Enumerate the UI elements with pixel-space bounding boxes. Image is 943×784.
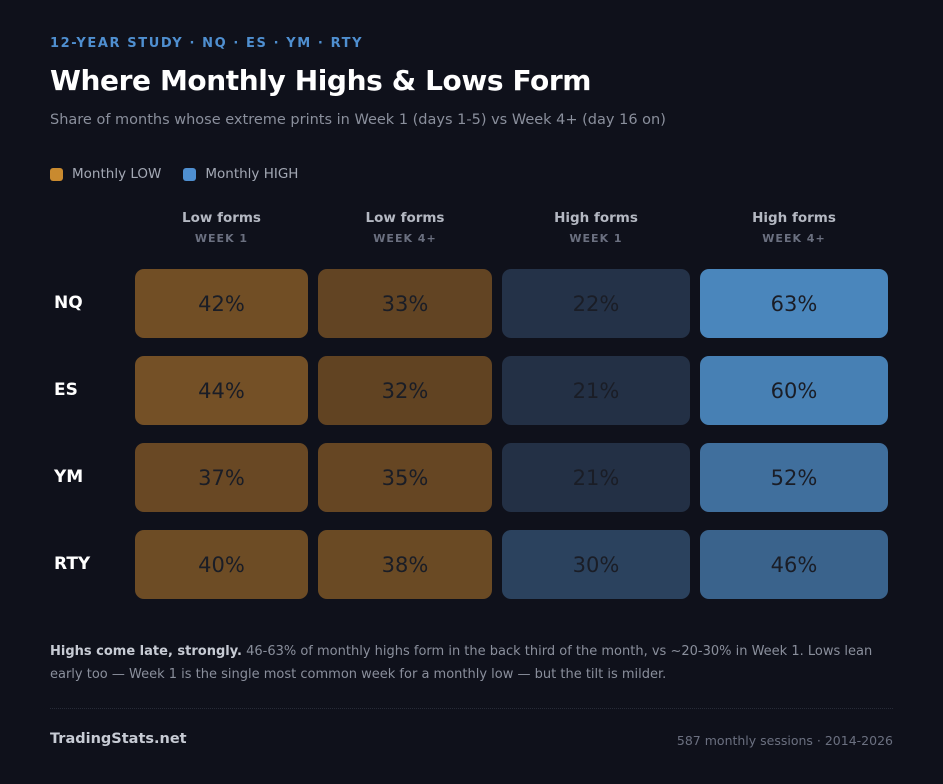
heatmap-cell: 38% xyxy=(318,530,492,599)
column-title: High forms xyxy=(752,210,836,226)
column-title: High forms xyxy=(554,210,638,226)
row-label: YM xyxy=(54,467,84,487)
cell-value: 44% xyxy=(198,378,245,403)
heatmap-cell: 60% xyxy=(700,356,888,425)
row-label: NQ xyxy=(54,293,83,313)
eyebrow: 12-YEAR STUDY · NQ · ES · YM · RTY xyxy=(50,36,364,51)
column-title: Low forms xyxy=(182,210,261,226)
heatmap-cell: 37% xyxy=(135,443,308,512)
heatmap-cell: 52% xyxy=(700,443,888,512)
heatmap-cell: 46% xyxy=(700,530,888,599)
cell-value: 52% xyxy=(770,465,818,490)
legend-swatch-low xyxy=(50,167,63,181)
brand-name: TradingStats.net xyxy=(50,731,187,747)
cell-value: 63% xyxy=(770,291,818,316)
cell-value: 21% xyxy=(572,465,620,490)
footnote-lead: Highs come late, strongly. xyxy=(50,644,242,659)
cell-value: 30% xyxy=(572,552,620,577)
cell-value: 35% xyxy=(381,465,429,490)
column-subtitle: WEEK 1 xyxy=(569,232,623,245)
row-label: ES xyxy=(54,380,78,400)
column-header: Low forms WEEK 1 xyxy=(135,210,308,245)
column-header: High forms WEEK 1 xyxy=(502,210,690,245)
heatmap-cell: 21% xyxy=(502,356,690,425)
footnote-text: 46-63% of monthly highs form in the back… xyxy=(50,644,873,682)
footnote: Highs come late, strongly. 46-63% of mon… xyxy=(50,640,900,686)
legend-item-high: Monthly HIGH xyxy=(183,166,298,182)
subtitle: Share of months whose extreme prints in … xyxy=(50,112,666,128)
column-subtitle: WEEK 4+ xyxy=(373,232,437,245)
legend-label-low: Monthly LOW xyxy=(72,166,162,182)
column-header: High forms WEEK 4+ xyxy=(700,210,888,245)
cell-value: 38% xyxy=(381,552,429,577)
cell-value: 32% xyxy=(381,378,429,403)
legend: Monthly LOW Monthly HIGH xyxy=(50,166,298,182)
column-subtitle: WEEK 4+ xyxy=(762,232,826,245)
cell-value: 60% xyxy=(770,378,818,403)
heatmap-cell: 35% xyxy=(318,443,492,512)
cell-value: 46% xyxy=(770,552,818,577)
cell-value: 37% xyxy=(198,465,245,490)
legend-swatch-high xyxy=(183,167,197,181)
heatmap-cell: 22% xyxy=(502,269,690,338)
cell-value: 42% xyxy=(198,291,245,316)
heatmap-cell: 32% xyxy=(318,356,492,425)
heatmap-cell: 40% xyxy=(135,530,308,599)
legend-label-high: Monthly HIGH xyxy=(205,166,299,182)
heatmap-cell: 30% xyxy=(502,530,690,599)
heatmap-cell: 21% xyxy=(502,443,690,512)
page-title: Where Monthly Highs & Lows Form xyxy=(50,64,592,97)
cell-value: 40% xyxy=(198,552,245,577)
heatmap-cell: 63% xyxy=(700,269,888,338)
heatmap-cell: 44% xyxy=(135,356,308,425)
legend-item-low: Monthly LOW xyxy=(50,166,161,182)
row-label: RTY xyxy=(54,554,91,574)
heatmap-cell: 33% xyxy=(318,269,492,338)
session-meta: 587 monthly sessions · 2014-2026 xyxy=(676,733,893,748)
cell-value: 21% xyxy=(572,378,620,403)
column-title: Low forms xyxy=(365,210,445,226)
column-header: Low forms WEEK 4+ xyxy=(318,210,492,245)
heatmap-cell: 42% xyxy=(135,269,308,338)
divider xyxy=(50,708,893,709)
cell-value: 33% xyxy=(381,291,429,316)
cell-value: 22% xyxy=(572,291,620,316)
column-subtitle: WEEK 1 xyxy=(194,232,249,245)
